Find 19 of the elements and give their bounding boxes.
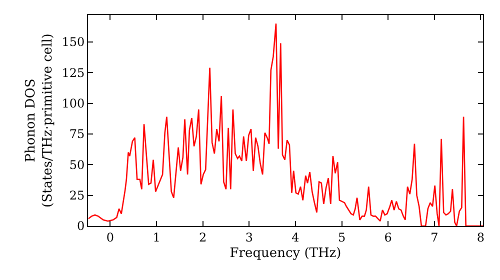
x-tick-label: 3 [245, 230, 253, 244]
x-tick-label: 0 [106, 230, 114, 244]
y-tick-label: 25 [69, 188, 85, 203]
x-tick-label: 2 [199, 230, 207, 244]
line-series [88, 22, 483, 226]
x-tick-label: 6 [384, 230, 392, 244]
x-tick-label: 1 [152, 230, 160, 244]
x-tick-label: 5 [338, 230, 346, 244]
y-tick-label: 50 [69, 158, 85, 172]
x-tick-label: 8 [476, 230, 484, 244]
x-tick-label: 4 [292, 230, 300, 244]
y-tick-label: 150 [62, 35, 85, 50]
y-tick-label: 0 [76, 219, 85, 234]
x-tick-label: 7 [430, 230, 438, 244]
x-axis-title: Frequency (THz) [230, 246, 342, 261]
y-tick-label: 125 [62, 66, 85, 80]
y-tick-label: 100 [62, 96, 85, 111]
y-axis-title: Phonon DOS (States/THz·primitive cell) [24, 33, 56, 208]
y-tick-label: 75 [69, 127, 85, 142]
